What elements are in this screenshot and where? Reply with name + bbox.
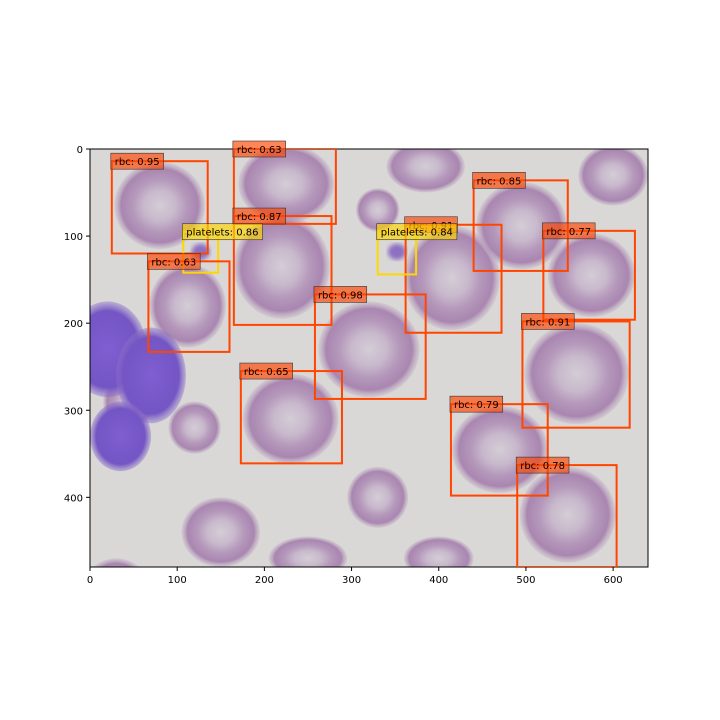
rbc-bounding-box	[521, 320, 631, 429]
red-blood-cell	[347, 466, 409, 528]
red-blood-cell	[268, 536, 348, 567]
rbc-detection-label: rbc: 0.79	[449, 395, 504, 413]
x-tick-label: 200	[255, 575, 274, 586]
rbc-detection-label: rbc: 0.63	[147, 253, 201, 270]
detection-label-background	[521, 313, 575, 330]
detection-label-text: rbc: 0.65	[244, 367, 289, 378]
detection-label-text: rbc: 0.85	[477, 176, 522, 187]
detection-label-background	[239, 362, 293, 380]
detection-label-text: rbc: 0.63	[151, 257, 196, 268]
detection-label-background	[472, 172, 526, 189]
detection-label-text: rbc: 0.87	[237, 212, 282, 223]
red-blood-cell	[242, 373, 339, 465]
rbc-detection-label: rbc: 0.85	[472, 172, 526, 189]
red-blood-cell	[403, 536, 474, 567]
detection-label-background	[313, 286, 368, 303]
y-tick-label: 200	[64, 319, 83, 330]
detection-label-text: rbc: 0.63	[237, 145, 282, 156]
red-blood-cell	[524, 323, 629, 425]
detection-labels: rbc: 0.95 rbc: 0.63 rbc: 0.87 platelets: 0.…	[110, 140, 596, 474]
rbc-bounding-box	[313, 293, 427, 400]
axes-frame	[89, 148, 649, 568]
y-tick-label: 300	[64, 406, 83, 417]
red-blood-cell	[519, 466, 616, 563]
detection-label-background	[515, 456, 570, 474]
rbc-detection-label: rbc: 0.78	[515, 456, 570, 474]
detection-label-background	[376, 223, 458, 241]
blood-smear-image	[90, 149, 648, 567]
detection-label-text: rbc: 0.77	[546, 227, 591, 238]
red-blood-cell	[93, 558, 140, 567]
detection-label-text: rbc: 0.91	[525, 317, 570, 328]
red-blood-cell	[149, 263, 227, 348]
x-tick-label: 600	[604, 575, 623, 586]
y-tick-label: 400	[64, 493, 83, 504]
red-blood-cell	[451, 405, 548, 493]
rbc-detection-label: rbc: 0.87	[232, 207, 286, 225]
detection-label-background	[147, 253, 201, 270]
red-blood-cell	[355, 188, 400, 232]
axis-ticks: 0 100 200 300 400 500 600 0 100 200 300 400	[64, 145, 623, 586]
rbc-detection-label: rbc: 0.98	[313, 286, 368, 303]
y-tick-label: 100	[64, 232, 83, 243]
y-tick-label: 0	[77, 145, 83, 156]
red-blood-cell	[578, 149, 648, 206]
detection-label-background	[449, 395, 504, 413]
red-blood-cell	[168, 401, 221, 454]
red-blood-cell	[181, 497, 261, 567]
platelets-detection-label: platelets: 0.84	[376, 223, 458, 241]
detection-label-text: rbc: 0.98	[318, 290, 363, 301]
rbc-detection-label: rbc: 0.95	[110, 152, 164, 170]
detection-label-background	[110, 152, 164, 170]
platelet	[387, 243, 406, 260]
detection-label-text: rbc: 0.78	[520, 461, 565, 472]
red-blood-cell	[547, 233, 635, 318]
detection-label-text: platelets: 0.84	[381, 228, 453, 239]
rbc-detection-label: rbc: 0.91	[521, 313, 575, 330]
wbc-nucleus	[90, 401, 152, 472]
x-tick-label: 400	[429, 575, 448, 586]
detection-label-background	[542, 222, 596, 240]
platelets-detection-label: platelets: 0.86	[181, 223, 263, 241]
rbc-detection-label: rbc: 0.77	[542, 222, 596, 240]
red-blood-cell	[233, 214, 330, 319]
rbc-detection-label: rbc: 0.63	[232, 140, 286, 158]
x-tick-label: 100	[168, 575, 187, 586]
detection-label-text: rbc: 0.95	[115, 157, 160, 168]
detection-label-background	[181, 223, 263, 241]
detection-label-background	[232, 140, 286, 158]
x-tick-label: 0	[87, 575, 93, 586]
detection-label-text: platelets: 0.86	[186, 228, 258, 239]
x-tick-label: 300	[342, 575, 361, 586]
detection-label-text: rbc: 0.79	[454, 400, 499, 411]
red-blood-cell	[318, 301, 420, 398]
rbc-detection-label: rbc: 0.65	[239, 362, 293, 380]
red-blood-cell	[238, 149, 335, 224]
red-blood-cell	[403, 225, 500, 331]
x-tick-label: 500	[516, 575, 535, 586]
red-blood-cell	[386, 149, 465, 193]
